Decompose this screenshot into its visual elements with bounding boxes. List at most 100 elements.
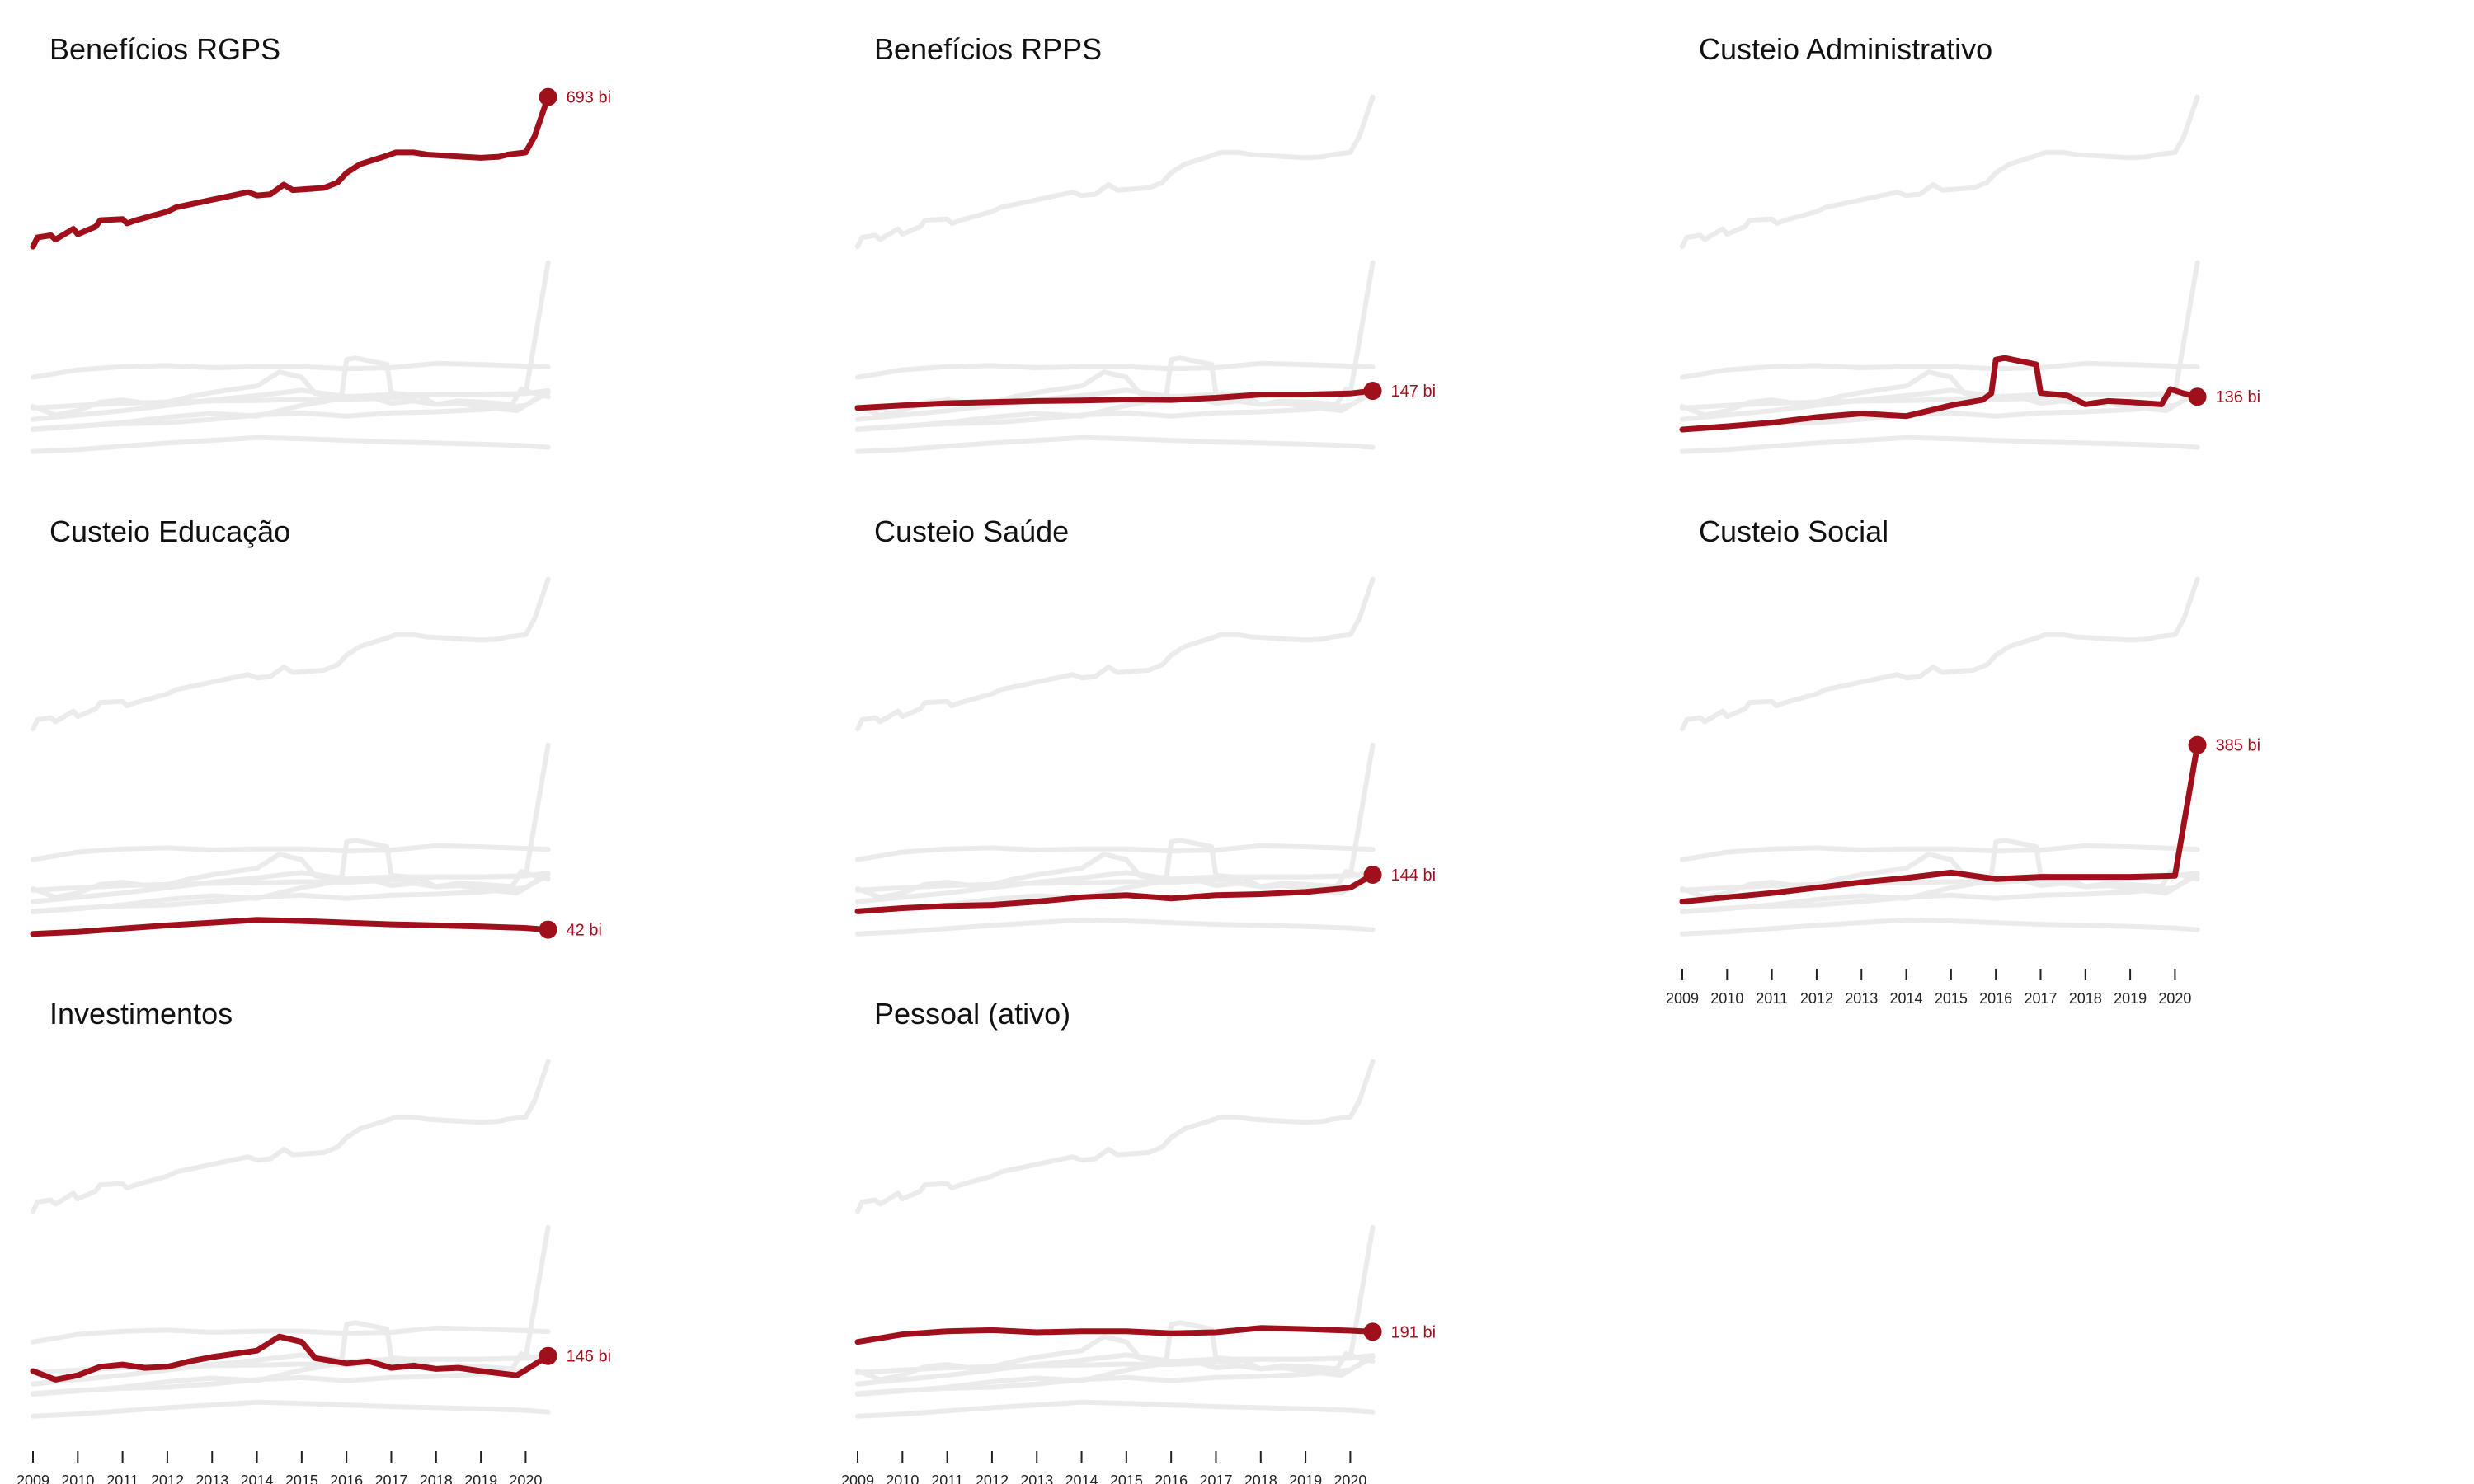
context-series-line — [1680, 576, 2200, 732]
context-series-line — [31, 434, 551, 454]
end-point-marker — [2188, 735, 2207, 754]
x-tick-label: 2013 — [1845, 990, 1878, 1007]
end-value-label: 147 bi — [1391, 383, 1437, 401]
context-series-line — [31, 260, 551, 422]
end-value-label: 191 bi — [1391, 1323, 1437, 1341]
context-series-line — [855, 360, 1376, 380]
context-series-line — [31, 1059, 551, 1214]
context-series-line — [855, 434, 1376, 454]
x-tick-label: 2014 — [1065, 1472, 1098, 1484]
x-tick-label: 2017 — [374, 1472, 407, 1484]
highlight-series-line — [30, 94, 552, 250]
highlight-series-line — [854, 387, 1376, 411]
context-series-line — [855, 1224, 1376, 1387]
x-tick-label: 2018 — [2069, 990, 2102, 1007]
x-tick-label: 2015 — [1110, 1472, 1143, 1484]
x-tick-label: 2019 — [1289, 1472, 1322, 1484]
context-series-line — [855, 355, 1376, 432]
x-tick-label: 2016 — [1155, 1472, 1188, 1484]
context-series-line — [855, 742, 1376, 904]
context-series-line — [855, 1399, 1376, 1419]
x-tick-label: 2018 — [420, 1472, 453, 1484]
x-tick-label: 2019 — [464, 1472, 497, 1484]
panel-title: Pessoal (ativo) — [874, 997, 1070, 1031]
chart-panels: Benefícios RGPS 693 bi Benefícios RPPS 147 … — [16, 32, 2260, 1484]
context-series-line — [1680, 260, 2200, 422]
context-series-line — [855, 390, 1376, 432]
context-series-line — [855, 843, 1376, 862]
chart-panel: Custeio Saúde 144 bi — [854, 514, 1437, 937]
x-tick-label: 2009 — [1666, 990, 1699, 1007]
context-series-line — [1680, 843, 2200, 862]
panel-title: Custeio Educação — [49, 514, 290, 548]
end-point-marker — [539, 920, 557, 939]
x-tick-label: 2020 — [509, 1472, 542, 1484]
highlight-series-line — [1679, 742, 2201, 905]
x-tick-label: 2012 — [976, 1472, 1009, 1484]
highlight-series-line — [30, 917, 552, 937]
chart-panel: Pessoal (ativo) 191 bi 2009 2010 2011 2012 201… — [841, 997, 1436, 1484]
context-series-line — [31, 838, 551, 914]
end-value-label: 146 bi — [567, 1348, 612, 1366]
x-tick-label: 2011 — [1756, 990, 1788, 1007]
highlight-series-line — [1679, 355, 2201, 433]
panel-title: Benefícios RGPS — [49, 32, 280, 66]
x-tick-label: 2014 — [241, 1472, 274, 1484]
end-point-marker — [2188, 387, 2207, 406]
context-series-line — [855, 1320, 1376, 1397]
context-series-line — [855, 1355, 1376, 1397]
context-series-line — [1680, 434, 2200, 454]
x-tick-label: 2013 — [1020, 1472, 1053, 1484]
context-series-line — [1680, 852, 2200, 900]
x-tick-label: 2010 — [61, 1472, 94, 1484]
chart-panel: Custeio Administrativo 136 bi — [1679, 32, 2261, 454]
context-series-line — [855, 838, 1376, 914]
x-tick-label: 2017 — [2024, 990, 2057, 1007]
context-series-line — [1680, 360, 2200, 380]
end-point-marker — [1363, 382, 1382, 401]
context-series-line — [31, 576, 551, 732]
end-point-marker — [1363, 1322, 1382, 1341]
x-tick-label: 2020 — [2158, 990, 2191, 1007]
highlight-series-line — [854, 871, 1376, 914]
panel-title: Custeio Administrativo — [1699, 32, 1992, 66]
context-series-line — [31, 852, 551, 900]
chart-panel: Custeio Social 385 bi 2009 2010 2011 2012 2013… — [1666, 514, 2260, 1007]
end-value-label: 693 bi — [567, 89, 612, 107]
highlight-series-line — [854, 1325, 1376, 1345]
chart-panel: Benefícios RPPS 147 bi — [854, 32, 1437, 454]
end-value-label: 385 bi — [2216, 737, 2261, 755]
context-series-line — [1680, 369, 2200, 418]
panel-title: Custeio Social — [1699, 514, 1888, 548]
context-series-line — [31, 369, 551, 418]
chart-panel: Investimentos 146 bi 2009 2010 2011 2012 2013 2… — [16, 997, 611, 1484]
context-series-line — [31, 1399, 551, 1419]
x-tick-label: 2017 — [1199, 1472, 1232, 1484]
context-series-line — [855, 369, 1376, 418]
context-series-line — [1680, 872, 2200, 914]
chart-panel: Benefícios RGPS 693 bi — [30, 32, 612, 454]
x-tick-label: 2010 — [886, 1472, 919, 1484]
context-series-line — [855, 917, 1376, 937]
x-tick-label: 2016 — [1979, 990, 2012, 1007]
context-series-line — [31, 1224, 551, 1387]
context-series-line — [855, 1059, 1376, 1214]
chart-panel: Custeio Educação 42 bi — [30, 514, 602, 940]
context-series-line — [31, 355, 551, 432]
x-tick-label: 2012 — [1800, 990, 1833, 1007]
x-tick-label: 2019 — [2114, 990, 2147, 1007]
x-tick-label: 2009 — [16, 1472, 49, 1484]
x-tick-label: 2015 — [285, 1472, 318, 1484]
highlight-series-line — [30, 1333, 552, 1383]
x-tick-label: 2020 — [1333, 1472, 1366, 1484]
end-value-label: 144 bi — [1391, 866, 1437, 885]
panel-title: Investimentos — [49, 997, 233, 1031]
context-series-line — [31, 742, 551, 904]
x-tick-label: 2011 — [931, 1472, 963, 1484]
x-tick-label: 2011 — [106, 1472, 139, 1484]
end-value-label: 136 bi — [2216, 388, 2261, 406]
context-series-line — [855, 576, 1376, 732]
context-series-line — [31, 843, 551, 862]
context-series-line — [31, 1320, 551, 1397]
